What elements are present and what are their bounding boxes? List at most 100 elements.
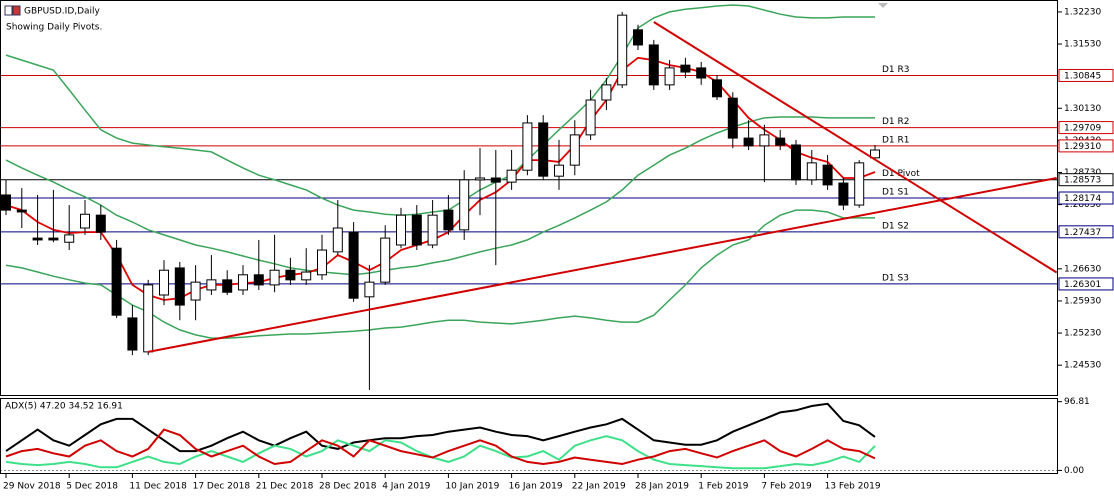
pivot-name: D1 S3 (882, 273, 909, 283)
x-tick-label: 5 Dec 2018 (66, 482, 118, 492)
candle-body (775, 137, 786, 146)
candle-body (222, 279, 233, 293)
icon-part (12, 5, 21, 16)
candle-body (522, 122, 533, 171)
candle-body (80, 213, 90, 229)
y-tick-label: 1.32230 (1064, 7, 1101, 17)
pivot-price-box (1058, 68, 1114, 82)
symbol-icon (4, 5, 21, 16)
candle-body (664, 67, 675, 86)
pivot-price-box (1058, 121, 1114, 135)
y-tick-label: 1.25230 (1064, 329, 1101, 339)
band-upper (5, 4, 875, 216)
candle-body (443, 209, 454, 231)
x-tick-label: 13 Feb 2019 (825, 482, 881, 492)
candle-body (490, 177, 501, 183)
y-tick-label: 0.00 (1064, 466, 1084, 476)
candle-body (380, 237, 391, 283)
candle-body (190, 281, 201, 301)
y-tick-label: 1.28730 (1064, 168, 1101, 178)
x-tick-label: 1 Feb 2019 (698, 482, 749, 492)
x-tick-label: 10 Jan 2019 (445, 482, 499, 492)
trend-line (148, 177, 1057, 353)
candle-body (348, 231, 359, 299)
x-tick-label: 4 Jan 2019 (382, 482, 430, 492)
pivot-price-label: 1.27437 (1064, 228, 1101, 238)
pivot-price-box (1058, 225, 1114, 239)
candle-body (475, 177, 485, 181)
pivot-name: D1 Pivot (882, 169, 920, 179)
candle-body (64, 234, 75, 243)
candle-body (411, 214, 422, 246)
candle-body (806, 162, 817, 181)
adx-panel (0, 402, 1058, 471)
candle-body (838, 182, 849, 206)
adx-line (5, 435, 876, 470)
x-tick-label: 29 Nov 2018 (3, 482, 61, 492)
x-tick-label: 16 Jan 2019 (509, 482, 563, 492)
candle-body (585, 99, 596, 136)
y-tick-label: 1.25930 (1064, 296, 1101, 306)
candle-body (317, 249, 327, 276)
pivot-name: D1 S2 (882, 221, 909, 231)
x-tick-label: 7 Feb 2019 (761, 482, 812, 492)
candle-body (712, 79, 722, 98)
candle-body (569, 134, 580, 166)
icon-part (4, 5, 13, 16)
candle-body (238, 274, 248, 291)
candle-body (759, 134, 770, 147)
pivot-name: D1 R2 (882, 117, 910, 127)
candle-body (822, 164, 833, 186)
adx-frame (0, 398, 1058, 474)
candle-body (174, 267, 185, 306)
x-tick-label: 17 Dec 2018 (193, 482, 251, 492)
pivot-price-label: 1.29709 (1064, 124, 1101, 134)
adx-title: ADX(5) 47.20 34.52 16.91 (5, 402, 123, 412)
candle-body (680, 64, 691, 73)
x-tick-label: 28 Dec 2018 (319, 482, 377, 492)
candle-body (143, 284, 154, 353)
pivot-name: D1 S1 (882, 188, 909, 198)
pivot-price-label: 1.28174 (1064, 194, 1101, 204)
candle-body (301, 271, 312, 281)
candle-body (427, 214, 438, 246)
candle-body (32, 237, 43, 241)
adx-line (5, 428, 876, 466)
candle-body (396, 214, 406, 246)
candle-body (364, 281, 375, 298)
y-tick-label: 1.24530 (1064, 361, 1101, 371)
candle-body (253, 274, 264, 286)
price-panel: D1 R3 D1 R2 D1 R1 D1 Pivot D1 S1 D1 S2 D1 S3 (0, 4, 1058, 390)
x-tick-label: 11 Dec 2018 (129, 482, 187, 492)
pivot-name: D1 R1 (882, 135, 910, 145)
pivot-price-label: 1.26301 (1064, 280, 1101, 290)
candle-body (48, 237, 59, 241)
candle-body (854, 162, 865, 206)
chart-subtitle: Showing Daily Pivots. (6, 23, 102, 33)
candle-body (159, 269, 169, 296)
candle-body (727, 97, 738, 139)
candle-body (506, 169, 517, 183)
trend-line (653, 21, 1058, 274)
candle-body (111, 247, 122, 316)
candle-body (617, 14, 628, 86)
y-tick-label: 1.30130 (1064, 104, 1101, 114)
candle-body (554, 164, 564, 177)
candle-body (870, 149, 880, 159)
candle-body (743, 137, 754, 147)
x-tick-label: 22 Jan 2019 (572, 482, 626, 492)
candle-body (95, 214, 106, 233)
candle-body (696, 67, 707, 79)
candle-body (601, 84, 612, 101)
candle-body (127, 317, 138, 351)
shift-marker (878, 3, 888, 8)
y-tick-label: 1.31530 (1064, 40, 1101, 50)
pivot-name: D1 R3 (882, 65, 910, 75)
candle-body (633, 29, 643, 46)
pivot-price-box (1058, 173, 1114, 187)
pivot-price-label: 1.30845 (1064, 71, 1101, 81)
